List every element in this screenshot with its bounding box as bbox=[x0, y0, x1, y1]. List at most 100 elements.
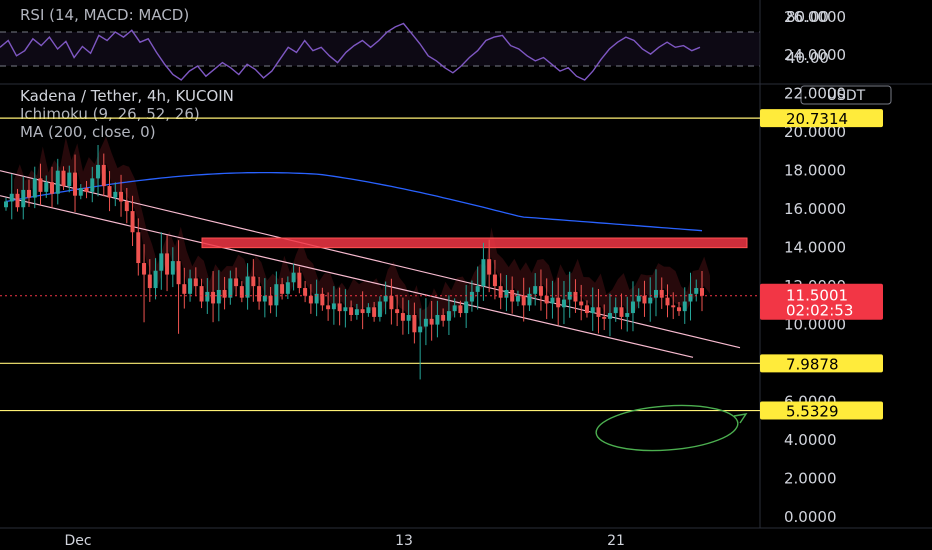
candle-body bbox=[464, 301, 469, 314]
rsi-band bbox=[0, 32, 760, 66]
candle-body bbox=[349, 307, 354, 315]
level-price-badge bbox=[760, 109, 883, 128]
currency-badge-label: USDT bbox=[827, 88, 866, 104]
candle-body bbox=[389, 295, 394, 310]
trendlines[interactable] bbox=[0, 170, 741, 358]
y-tick-label: 2.0000 bbox=[784, 470, 837, 488]
candle-body bbox=[544, 295, 549, 304]
candle-body bbox=[700, 288, 704, 296]
candle-body bbox=[400, 313, 405, 321]
candle-body bbox=[84, 187, 89, 192]
candle-body bbox=[280, 284, 285, 294]
candle-body bbox=[50, 182, 55, 194]
candle-body bbox=[561, 299, 566, 308]
candle-body bbox=[199, 286, 204, 302]
candle-body bbox=[165, 253, 170, 275]
candle-body bbox=[556, 297, 561, 308]
candle-body bbox=[469, 291, 474, 302]
candle-body bbox=[504, 289, 509, 298]
current-price-badge bbox=[760, 283, 883, 320]
candle-body bbox=[257, 286, 262, 302]
candle-body bbox=[234, 278, 239, 287]
candle-body bbox=[176, 261, 181, 285]
candle-body bbox=[406, 314, 411, 321]
candle-body bbox=[694, 288, 699, 294]
candle-body bbox=[78, 187, 83, 196]
x-tick-label: 13 bbox=[395, 533, 413, 549]
candle-body bbox=[297, 272, 302, 289]
candle-body bbox=[303, 288, 308, 296]
candle-body bbox=[4, 201, 8, 208]
candle-body bbox=[245, 276, 250, 298]
candle-body bbox=[659, 289, 664, 298]
price-axis[interactable]: 26.0000 24.0000 22.0000 20.0000 18.0000 16.00… bbox=[784, 8, 846, 526]
candle-body bbox=[429, 318, 434, 325]
candle-body bbox=[153, 270, 158, 289]
candle-body bbox=[481, 259, 486, 287]
candle-body bbox=[366, 307, 371, 314]
candle-body bbox=[228, 278, 233, 298]
candle-body bbox=[527, 293, 532, 306]
annotation-circle[interactable] bbox=[595, 401, 740, 455]
candle-body bbox=[216, 289, 221, 304]
rsi-panel: RSI (14, MACD: MACD) 80.00 40.00 bbox=[0, 6, 829, 81]
candle-body bbox=[671, 305, 676, 308]
y-tick-label: 10.0000 bbox=[784, 316, 846, 334]
candle-body bbox=[446, 311, 451, 321]
currency-badge[interactable] bbox=[800, 85, 892, 105]
candle-body bbox=[515, 295, 520, 302]
candle-body bbox=[613, 307, 618, 314]
resistance-zone[interactable] bbox=[201, 237, 748, 249]
candle-body bbox=[360, 309, 365, 314]
candle-body bbox=[653, 289, 658, 298]
candle-body bbox=[579, 301, 584, 306]
y-tick-label: 22.0000 bbox=[784, 85, 846, 103]
candle-body bbox=[73, 172, 78, 196]
candle-body bbox=[142, 263, 147, 275]
y-tick-label: 16.0000 bbox=[784, 200, 846, 218]
candle-body bbox=[676, 307, 681, 312]
rsi-level-80-label: 80.00 bbox=[786, 8, 829, 26]
candle-body bbox=[101, 164, 106, 187]
candle-body bbox=[665, 297, 670, 306]
candle-body bbox=[320, 293, 325, 306]
candle-body bbox=[119, 191, 124, 202]
candle-body bbox=[21, 189, 26, 208]
level-price-label: 5.5329 bbox=[786, 403, 839, 421]
candle-body bbox=[159, 253, 164, 271]
symbol-legend[interactable]: Kadena / Tether, 4h, KUCOIN bbox=[20, 87, 234, 105]
cloud-area bbox=[14, 136, 710, 331]
y-tick-label: 0.0000 bbox=[784, 508, 837, 526]
ichimoku-legend[interactable]: Ichimoku (9, 26, 52, 26) bbox=[20, 105, 200, 123]
level-price-badge bbox=[760, 354, 883, 373]
trendline-lower[interactable] bbox=[0, 195, 694, 358]
candle-body bbox=[441, 314, 446, 321]
time-axis[interactable]: Dec 13 21 bbox=[64, 533, 624, 549]
candle-body bbox=[291, 272, 296, 283]
candle-body bbox=[435, 314, 440, 325]
candle-body bbox=[61, 170, 66, 187]
candle-body bbox=[188, 278, 193, 294]
candle-body bbox=[573, 291, 578, 302]
trendline-upper[interactable] bbox=[0, 170, 741, 349]
candle-body bbox=[377, 301, 382, 317]
candles bbox=[4, 145, 704, 380]
candle-body bbox=[395, 309, 400, 314]
candle-body bbox=[602, 316, 607, 319]
level-price-label: 7.9878 bbox=[786, 355, 839, 373]
ma-legend[interactable]: MA (200, close, 0) bbox=[20, 123, 156, 141]
candle-body bbox=[308, 295, 313, 304]
candle-body bbox=[418, 326, 423, 333]
candle-body bbox=[239, 286, 244, 298]
candle-body bbox=[492, 274, 497, 287]
candle-body bbox=[642, 295, 647, 304]
candle-body bbox=[38, 178, 43, 192]
candle-body bbox=[458, 305, 463, 314]
candle-body bbox=[584, 305, 589, 314]
candle-body bbox=[124, 201, 129, 212]
candle-body bbox=[607, 313, 612, 319]
candle-body bbox=[533, 286, 538, 294]
candle-body bbox=[682, 301, 687, 312]
